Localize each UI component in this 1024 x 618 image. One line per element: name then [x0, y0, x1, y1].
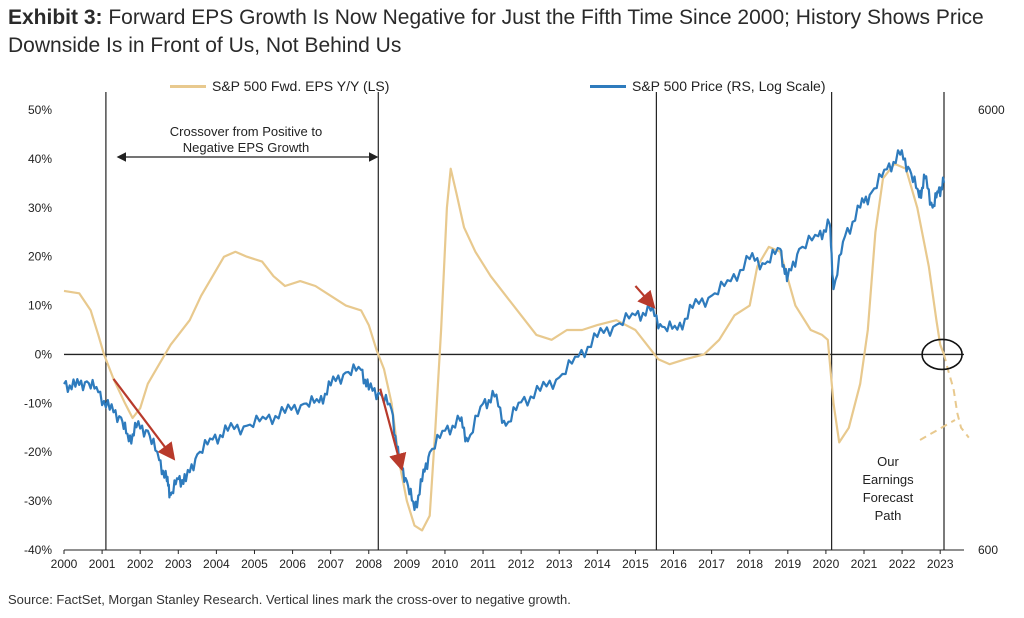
forecast-path-line	[943, 354, 970, 439]
x-tick-label: 2015	[622, 557, 649, 571]
x-tick-label: 2021	[851, 557, 878, 571]
x-tick-label: 2018	[736, 557, 763, 571]
legend-swatch-price	[590, 84, 626, 88]
left-tick-label: -30%	[24, 494, 52, 508]
x-tick-label: 2008	[355, 557, 382, 571]
x-tick-label: 2019	[774, 557, 801, 571]
x-tick-label: 2005	[241, 557, 268, 571]
left-tick-label: 20%	[28, 250, 52, 264]
left-tick-label: 30%	[28, 201, 52, 215]
x-tick-label: 2007	[317, 557, 344, 571]
source-note: Source: FactSet, Morgan Stanley Research…	[8, 592, 571, 607]
legend-swatch-eps	[170, 84, 206, 88]
left-tick-label: 0%	[35, 347, 53, 361]
left-tick-label: 10%	[28, 299, 52, 313]
price-line	[63, 149, 946, 511]
legend-item-eps: S&P 500 Fwd. EPS Y/Y (LS)	[170, 78, 389, 94]
forecast-label-line4: Path	[875, 508, 902, 523]
left-tick-label: -10%	[24, 396, 52, 410]
legend-label-eps: S&P 500 Fwd. EPS Y/Y (LS)	[212, 78, 390, 94]
crossover-label-line2: Negative EPS Growth	[183, 140, 309, 155]
x-tick-label: 2006	[279, 557, 306, 571]
legend: S&P 500 Fwd. EPS Y/Y (LS) S&P 500 Price …	[0, 76, 1024, 100]
x-tick-label: 2000	[51, 557, 78, 571]
red-trend-arrow	[379, 388, 407, 472]
red-trend-arrow	[112, 378, 176, 461]
x-tick-label: 2013	[546, 557, 573, 571]
x-tick-label: 2003	[165, 557, 192, 571]
legend-label-price: S&P 500 Price (RS, Log Scale)	[632, 78, 826, 94]
left-tick-label: 50%	[28, 103, 52, 117]
eps-growth-line	[63, 162, 946, 532]
exhibit-label: Exhibit 3:	[8, 6, 103, 29]
right-tick-label: 6000	[978, 103, 1005, 117]
x-tick-label: 2022	[889, 557, 916, 571]
x-tick-label: 2023	[927, 557, 954, 571]
left-tick-label: -40%	[24, 543, 52, 557]
forecast-label-line1: Our	[877, 454, 899, 469]
forecast-label-line3: Forecast	[863, 490, 914, 505]
x-tick-label: 2012	[508, 557, 535, 571]
x-tick-label: 2001	[89, 557, 116, 571]
x-tick-label: 2009	[394, 557, 421, 571]
annotations: Crossover from Positive to Negative EPS …	[116, 124, 914, 523]
forecast-leader-line	[919, 419, 956, 441]
x-tick-label: 2020	[813, 557, 840, 571]
x-tick-label: 2014	[584, 557, 611, 571]
left-tick-label: -20%	[24, 445, 52, 459]
title-text: Forward EPS Growth Is Now Negative for J…	[8, 6, 984, 57]
axes: 50% 40% 30% 20% 10% 0% -10% -20% -30% -40% 6000 600…	[24, 103, 1005, 571]
forecast-label-line2: Earnings	[862, 472, 914, 487]
x-tick-label: 2004	[203, 557, 230, 571]
legend-item-price: S&P 500 Price (RS, Log Scale)	[590, 78, 826, 94]
current-point-circle	[921, 338, 963, 371]
x-tick-label: 2017	[698, 557, 725, 571]
x-tick-label: 2011	[470, 557, 496, 571]
red-trend-arrow	[634, 285, 656, 309]
series-lines	[63, 149, 970, 532]
crossover-label-line1: Crossover from Positive to	[170, 124, 322, 139]
chart-title: Exhibit 3: Forward EPS Growth Is Now Neg…	[8, 4, 1018, 60]
right-tick-label: 600	[978, 543, 998, 557]
x-tick-label: 2002	[127, 557, 154, 571]
x-tick-label: 2010	[432, 557, 459, 571]
left-tick-label: 40%	[28, 152, 52, 166]
x-tick-label: 2016	[660, 557, 687, 571]
